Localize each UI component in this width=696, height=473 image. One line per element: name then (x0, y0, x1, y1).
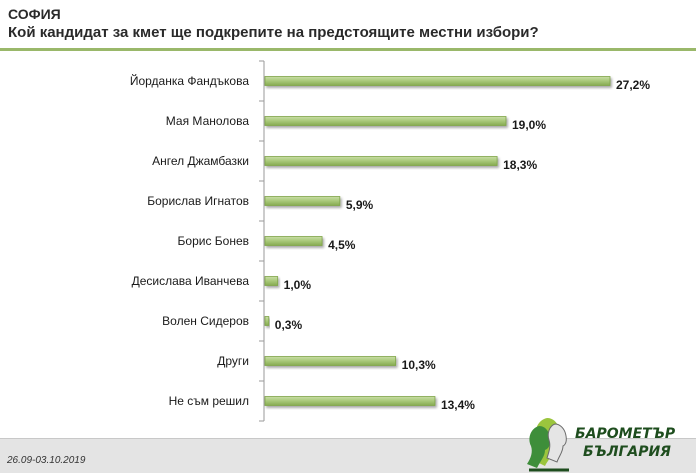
value-label: 4,5% (328, 238, 356, 252)
logo-heads-icon (527, 418, 569, 472)
category-label: Други (217, 354, 249, 368)
bar (264, 156, 498, 166)
survey-date: 26.09-03.10.2019 (7, 455, 86, 466)
category-label: Йорданка Фандъкова (130, 73, 249, 88)
bar (264, 356, 397, 366)
bar (264, 316, 270, 326)
bar (264, 196, 341, 206)
chart-panel: Йорданка Фандъкова 27,2% Мая Манолова 19,0%… (0, 51, 696, 438)
bar (264, 396, 436, 406)
bar (264, 276, 279, 286)
bar (264, 236, 323, 246)
bar (264, 116, 507, 126)
bar (264, 76, 611, 86)
value-label: 13,4% (441, 398, 475, 412)
value-label: 5,9% (346, 198, 374, 212)
category-label: Десислава Иванчева (132, 274, 250, 288)
category-label: Борислав Игнатов (147, 194, 249, 208)
logo-line-1: БАРОМЕТЪР (575, 426, 676, 442)
barometer-bulgaria-logo: БАРОМЕТЪР БЪЛГАРИЯ (527, 418, 676, 472)
value-label: 27,2% (616, 78, 650, 92)
page-title: СОФИЯ (8, 6, 61, 22)
header-rule (0, 48, 696, 51)
category-label: Ангел Джамбазки (152, 154, 249, 168)
category-label: Мая Манолова (166, 114, 250, 128)
category-label: Борис Бонев (178, 234, 249, 248)
footer-divider (0, 438, 696, 439)
value-label: 19,0% (512, 118, 546, 132)
value-label: 18,3% (503, 158, 537, 172)
value-label: 1,0% (284, 278, 312, 292)
category-label: Не съм решил (169, 394, 249, 408)
value-label: 0,3% (275, 318, 303, 332)
footer-band (0, 438, 696, 473)
value-label: 10,3% (402, 358, 436, 372)
logo-line-2: БЪЛГАРИЯ (583, 444, 671, 460)
page-subtitle: Кой кандидат за кмет ще подкрепите на пр… (8, 24, 539, 41)
bar-chart: Йорданка Фандъкова 27,2% Мая Манолова 19,0%… (130, 60, 650, 422)
category-label: Волен Сидеров (162, 314, 249, 328)
